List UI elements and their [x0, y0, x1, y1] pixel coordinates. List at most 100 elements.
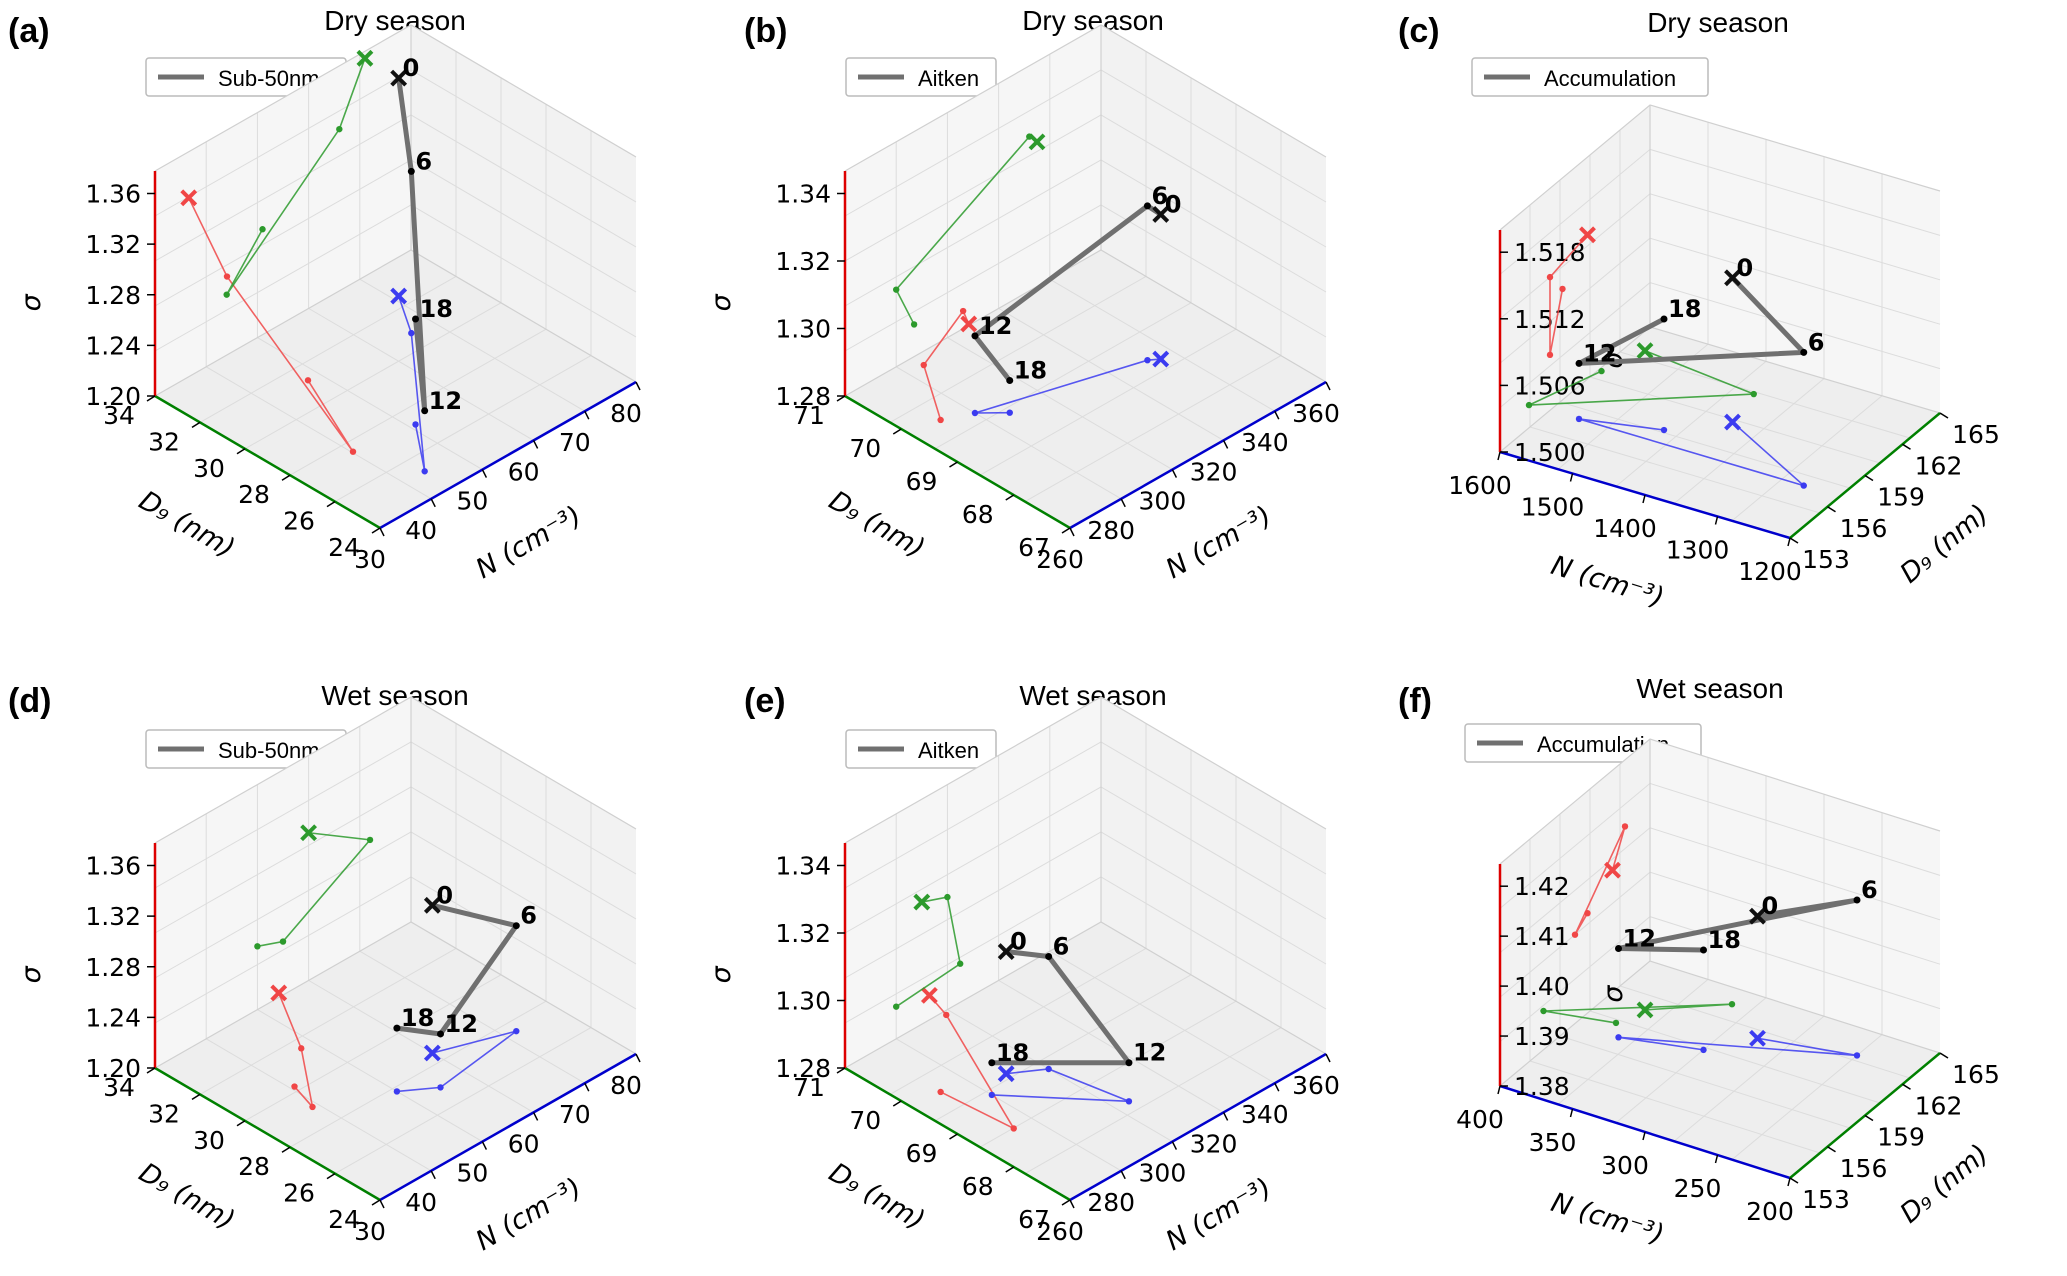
chart-title: Wet season: [1636, 673, 1783, 704]
x-tick-label: 360: [1292, 1071, 1340, 1100]
blue-start-marker: [1724, 413, 1741, 431]
green-projection-point: [1750, 390, 1757, 398]
trajectory-line: [1616, 897, 1860, 953]
x-tick: [1642, 1131, 1646, 1141]
pane-back-right: [1500, 105, 1650, 452]
trajectory-point: [1853, 896, 1861, 904]
x-tick-label: 300: [1139, 487, 1187, 516]
y-tick: [949, 1133, 958, 1140]
hour-label: 6: [1861, 876, 1878, 904]
y-tick-label: 34: [103, 1073, 135, 1102]
x-tick-label: 30: [354, 1217, 386, 1246]
z-tick-label: 1.39: [1514, 1022, 1570, 1051]
red-projection-point: [309, 1103, 316, 1111]
x-tick-label: 1200: [1738, 557, 1802, 586]
z-axis-label: σ: [706, 965, 737, 983]
green-start-marker: [1636, 1001, 1654, 1019]
x-tick: [430, 1170, 436, 1180]
x-tick: [1222, 440, 1229, 449]
y-tick: [236, 448, 246, 455]
x-tick: [635, 1053, 641, 1063]
z-tick-label: 1.41: [1514, 922, 1570, 951]
z-tick-label: 1.28: [85, 281, 141, 310]
y-tick-label: 69: [906, 1139, 938, 1168]
red-projection-point: [1621, 823, 1629, 830]
y-tick-label: 71: [793, 1073, 825, 1102]
green-projection-point: [259, 226, 266, 233]
chart-panel-4: (e) Wet seasonAitken260280300320340360676…: [706, 680, 1340, 1257]
z-tick-label: 1.32: [775, 919, 831, 948]
hour-label: 0: [436, 881, 453, 909]
x-tick: [635, 381, 641, 391]
x-tick-label: 40: [405, 516, 437, 545]
legend-label: Accumulation: [1544, 66, 1676, 91]
z-tick-label: 1.34: [775, 180, 831, 209]
hour-label: 0: [1737, 254, 1754, 282]
y-axis-label: D₉ (nm): [1894, 1138, 1994, 1229]
pane-back-left: [845, 697, 1101, 1068]
panel-label: (a): [8, 12, 50, 50]
hour-label: 6: [415, 147, 432, 175]
hour-label: 0: [1165, 190, 1182, 218]
pane-floor: [1500, 327, 1940, 538]
y-tick-label: 26: [283, 507, 315, 536]
hour-label: 12: [979, 312, 1012, 340]
y-tick: [1061, 527, 1071, 534]
y-tick: [1789, 537, 1799, 544]
hour-label: 6: [1053, 933, 1070, 961]
x-axis-line: [379, 1052, 637, 1202]
x-tick: [1325, 381, 1331, 391]
red-projection-line: [1574, 826, 1626, 936]
blue-start-marker: [997, 1065, 1015, 1083]
trajectory-line: [991, 949, 1132, 1066]
x-tick: [1642, 494, 1646, 504]
z-tick-label: 1.24: [85, 331, 141, 360]
pane-floor: [155, 250, 636, 528]
panel-label: (e): [744, 682, 786, 720]
x-tick-label: 50: [456, 487, 488, 516]
red-projection-point: [304, 377, 312, 384]
blue-projection-point: [1853, 1052, 1861, 1059]
y-tick: [1864, 474, 1874, 482]
z-tick-label: 1.28: [775, 382, 831, 411]
green-projection-point: [223, 291, 230, 298]
red-projection-line: [922, 309, 970, 421]
blue-projection-point: [1575, 415, 1583, 423]
y-tick-label: 28: [238, 480, 270, 509]
y-tick-label: 71: [793, 401, 825, 430]
chart-panel-1: (b) Dry seasonAitken260280300320340360676…: [706, 5, 1340, 585]
x-tick: [379, 527, 385, 537]
hour-label: 12: [1133, 1039, 1166, 1067]
x-tick-label: 60: [508, 1129, 540, 1158]
red-projection-point: [937, 416, 944, 424]
blue-start-marker: [1749, 1029, 1766, 1047]
red-projection-point: [223, 273, 231, 280]
blue-projection-point: [393, 1088, 401, 1095]
x-tick: [1569, 473, 1574, 482]
x-tick-label: 300: [1601, 1151, 1649, 1180]
red-projection-point: [298, 1045, 305, 1052]
pane-back-left: [155, 697, 411, 1068]
z-tick-label: 1.28: [775, 1054, 831, 1083]
chart-panel-2: (c) Dry season Accumulation 1200 1300 1400 150…: [1398, 7, 2000, 614]
red-projection-point: [1546, 351, 1554, 359]
hour-label: 0: [1010, 928, 1027, 956]
y-tick-label: 165: [1952, 1060, 2000, 1089]
trajectory-point: [1800, 348, 1808, 356]
x-tick-label: 1300: [1666, 536, 1730, 565]
y-tick: [949, 461, 958, 468]
x-tick-label: 280: [1087, 516, 1135, 545]
y-tick-label: 159: [1877, 483, 1925, 512]
trajectory-point: [412, 315, 420, 323]
red-projection-point: [943, 1011, 950, 1019]
hour-label: 12: [1583, 339, 1616, 367]
blue-projection-line: [397, 295, 426, 472]
trajectory-start-marker: [390, 69, 408, 87]
x-tick-label: 80: [610, 1071, 642, 1100]
x-axis-label: N (cm⁻³): [1547, 1187, 1667, 1251]
blue-projection-point: [1045, 1065, 1052, 1073]
x-tick: [1787, 537, 1791, 547]
red-projection-line: [1549, 234, 1589, 355]
y-tick: [236, 1120, 246, 1127]
y-tick: [1939, 1052, 1949, 1059]
